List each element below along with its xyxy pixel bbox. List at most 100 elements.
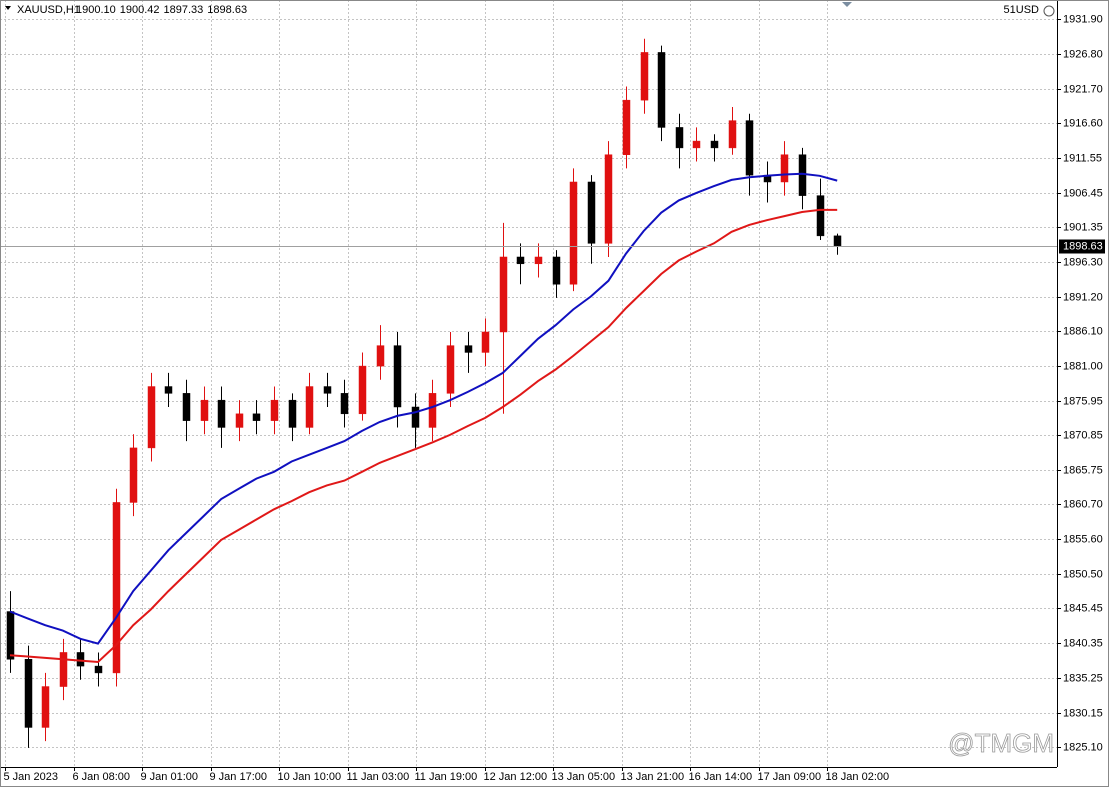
symbol: XAUUSD,H1 — [17, 4, 80, 16]
candle-body — [745, 120, 754, 176]
x-tick-label: 9 Jan 17:00 — [210, 771, 268, 783]
y-tick-label: 1921.70 — [1063, 83, 1103, 95]
candle-body — [76, 652, 85, 667]
candle-body — [200, 399, 209, 421]
x-tick-label: 18 Jan 02:00 — [826, 771, 890, 783]
x-tick-label: 11 Jan 19:00 — [415, 771, 478, 783]
moving-average — [9, 208, 838, 664]
header-prices: 1900.10 1900.42 1897.33 1898.63 — [76, 4, 247, 16]
moving-average — [9, 172, 838, 645]
x-tick-label: 9 Jan 01:00 — [141, 771, 199, 783]
header-price: 1900.10 — [76, 4, 116, 16]
candle-body — [464, 345, 473, 353]
candle-body — [129, 447, 138, 503]
y-tick-label: 1830.15 — [1063, 707, 1103, 719]
candle-body — [780, 154, 789, 183]
candle-body — [411, 406, 420, 428]
candle-body — [516, 256, 525, 265]
candle-body — [798, 154, 807, 196]
candle-body — [428, 393, 437, 428]
y-tick-label: 1911.55 — [1063, 152, 1102, 164]
x-tick-label: 10 Jan 10:00 — [278, 771, 342, 783]
candle-body — [833, 235, 842, 247]
candle-body — [182, 393, 191, 421]
y-tick-label: 1825.10 — [1063, 741, 1103, 753]
candle-body — [112, 502, 121, 674]
x-tick-label: 17 Jan 09:00 — [758, 771, 822, 783]
candle-body — [393, 345, 402, 408]
candle-body — [534, 256, 543, 265]
x-tick-label: 12 Jan 12:00 — [484, 771, 548, 783]
candle-body — [376, 345, 385, 367]
y-tick-label: 1840.35 — [1063, 637, 1103, 649]
candle-body — [587, 181, 596, 244]
candle-body — [164, 386, 173, 394]
shift-marker[interactable] — [842, 2, 852, 7]
watermark: @TMGM — [948, 728, 1054, 758]
y-tick-label: 1896.30 — [1063, 256, 1103, 268]
y-tick-label: 1926.80 — [1063, 48, 1103, 60]
candle-body — [270, 399, 279, 421]
candle-body — [552, 256, 561, 285]
candle-body — [816, 195, 825, 237]
candle-body — [446, 345, 455, 394]
y-tick-label: 1881.00 — [1063, 360, 1103, 372]
y-tick-label: 1901.35 — [1063, 221, 1103, 233]
grid — [0, 0, 1057, 767]
y-tick-label: 1916.60 — [1063, 117, 1103, 129]
candle-body — [657, 52, 666, 128]
y-tick-label: 1931.90 — [1063, 13, 1103, 25]
y-tick-label: 1870.85 — [1063, 429, 1103, 441]
plot — [0, 38, 1057, 748]
x-tick-label: 16 Jan 14:00 — [689, 771, 753, 783]
x-tick-label: 5 Jan 2023 — [4, 771, 58, 783]
candle-body — [323, 386, 332, 394]
y-tick-label: 1855.60 — [1063, 533, 1103, 545]
candle-body — [640, 52, 649, 101]
last-price-label: 1898.63 — [1063, 240, 1103, 252]
candle-body — [569, 181, 578, 285]
candle-body — [305, 386, 314, 428]
candle-body — [6, 611, 15, 660]
y-tick-label: 1886.10 — [1063, 325, 1103, 337]
candle-body — [358, 365, 367, 415]
candle-body — [675, 127, 684, 149]
y-tick-label: 1906.45 — [1063, 187, 1103, 199]
candle-body — [340, 393, 349, 415]
y-tick-label: 1845.45 — [1063, 602, 1103, 614]
candle-body — [59, 652, 68, 687]
y-tick-label: 1865.75 — [1063, 464, 1103, 476]
candle-body — [24, 659, 33, 728]
y-tick-label: 1860.70 — [1063, 498, 1103, 510]
last-price-box — [1059, 239, 1105, 254]
candle-body — [41, 686, 50, 728]
candle-body — [692, 140, 701, 149]
candle-body — [288, 399, 297, 428]
account: 51USD — [1004, 4, 1040, 16]
menu-icon[interactable] — [5, 6, 11, 10]
x-tick-label: 11 Jan 03:00 — [347, 771, 410, 783]
candle-body — [217, 399, 226, 428]
candle-body — [147, 386, 156, 449]
header-price: 1897.33 — [164, 4, 204, 16]
y-tick-label: 1835.25 — [1063, 672, 1103, 684]
candle-body — [710, 140, 719, 149]
candle-body — [235, 413, 244, 428]
candle-body — [481, 331, 490, 353]
x-tick-label: 13 Jan 05:00 — [552, 771, 616, 783]
one-click-icon[interactable] — [1043, 5, 1055, 17]
y-tick-label: 1875.95 — [1063, 395, 1103, 407]
header-price: 1898.63 — [207, 4, 247, 16]
candle-body — [728, 120, 737, 149]
x-tick-label: 13 Jan 21:00 — [621, 771, 685, 783]
candle-body — [252, 413, 261, 421]
x-tick-label: 6 Jan 08:00 — [73, 771, 131, 783]
y-tick-label: 1850.50 — [1063, 568, 1103, 580]
candle-body — [604, 154, 613, 244]
candle-body — [94, 665, 103, 674]
y-tick-label: 1891.20 — [1063, 291, 1103, 303]
header-price: 1900.42 — [120, 4, 160, 16]
candle-body — [499, 256, 508, 333]
candle-body — [622, 99, 631, 155]
